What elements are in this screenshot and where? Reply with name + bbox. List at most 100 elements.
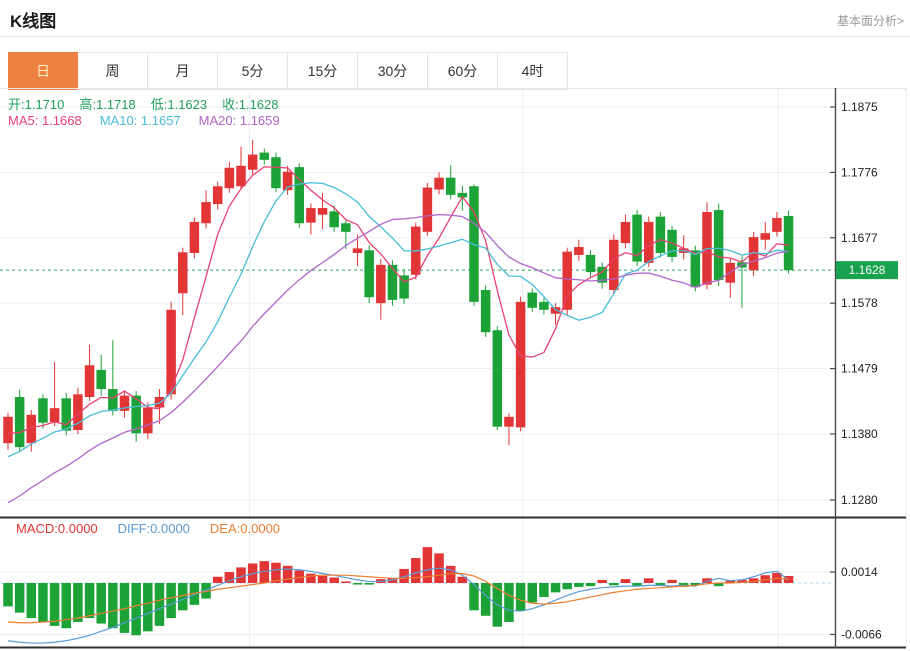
- macd-bar[interactable]: [574, 583, 584, 587]
- candle-body[interactable]: [585, 254, 596, 273]
- candle-body[interactable]: [224, 167, 235, 189]
- tab-15min[interactable]: 15分: [288, 52, 358, 90]
- candle-body[interactable]: [480, 289, 491, 333]
- candle-body[interactable]: [457, 192, 468, 198]
- macd-bar[interactable]: [504, 583, 514, 622]
- macd-bar[interactable]: [387, 578, 398, 583]
- macd-bar[interactable]: [49, 583, 60, 626]
- macd-bar[interactable]: [131, 583, 141, 636]
- macd-bar[interactable]: [737, 579, 747, 583]
- candle-body[interactable]: [201, 202, 211, 224]
- macd-bar[interactable]: [352, 583, 363, 585]
- macd-bar[interactable]: [154, 583, 165, 626]
- macd-bar[interactable]: [38, 583, 48, 622]
- candle-body[interactable]: [189, 221, 200, 253]
- candle-body[interactable]: [387, 264, 398, 300]
- macd-bar[interactable]: [224, 572, 235, 583]
- candle-body[interactable]: [783, 215, 794, 271]
- macd-bar[interactable]: [713, 583, 724, 587]
- candle-body[interactable]: [690, 250, 701, 288]
- macd-bar[interactable]: [445, 565, 456, 583]
- candle-body[interactable]: [108, 389, 118, 411]
- macd-bar[interactable]: [667, 579, 677, 583]
- candle-body[interactable]: [574, 247, 584, 255]
- candle-body[interactable]: [84, 365, 95, 397]
- macd-bar[interactable]: [201, 583, 211, 599]
- candle-body[interactable]: [131, 395, 141, 434]
- candle-body[interactable]: [306, 208, 316, 223]
- macd-bar[interactable]: [597, 579, 607, 583]
- macd-bar[interactable]: [411, 558, 421, 583]
- candle-body[interactable]: [26, 414, 37, 444]
- tab-week[interactable]: 周: [78, 52, 148, 90]
- fundamental-analysis-link[interactable]: 基本面分析>: [836, 14, 904, 28]
- macd-bar[interactable]: [760, 575, 771, 583]
- macd-bar[interactable]: [748, 578, 759, 583]
- candle-body[interactable]: [329, 211, 339, 228]
- candle-body[interactable]: [178, 252, 188, 294]
- tab-day[interactable]: 日: [8, 52, 78, 90]
- macd-bar[interactable]: [26, 583, 37, 619]
- macd-bar[interactable]: [725, 580, 736, 583]
- macd-bar[interactable]: [562, 583, 572, 590]
- macd-bar[interactable]: [143, 583, 153, 632]
- candle-body[interactable]: [445, 177, 456, 195]
- candle-body[interactable]: [376, 264, 386, 304]
- macd-bar[interactable]: [527, 583, 538, 603]
- candle-body[interactable]: [143, 407, 153, 434]
- candle-body[interactable]: [154, 396, 165, 408]
- candle-body[interactable]: [609, 239, 619, 290]
- macd-bar[interactable]: [84, 583, 95, 619]
- macd-bar[interactable]: [96, 583, 106, 624]
- candle-body[interactable]: [317, 208, 328, 215]
- candle-body[interactable]: [61, 398, 72, 431]
- tab-4hour[interactable]: 4时: [498, 52, 568, 90]
- macd-bar[interactable]: [73, 583, 83, 622]
- macd-bar[interactable]: [189, 583, 200, 605]
- candle-body[interactable]: [550, 307, 561, 314]
- macd-bar[interactable]: [259, 561, 270, 583]
- candle-body[interactable]: [515, 301, 526, 428]
- candle-body[interactable]: [282, 171, 293, 191]
- tab-60min[interactable]: 60分: [428, 52, 498, 90]
- macd-bar[interactable]: [539, 583, 549, 598]
- candle-body[interactable]: [96, 369, 106, 390]
- macd-bar[interactable]: [61, 583, 72, 629]
- macd-bar[interactable]: [480, 583, 491, 616]
- candle-body[interactable]: [294, 167, 305, 224]
- candle-body[interactable]: [713, 210, 724, 281]
- macd-bar[interactable]: [585, 583, 596, 587]
- macd-bar[interactable]: [422, 547, 433, 583]
- candle-body[interactable]: [539, 301, 549, 310]
- macd-bar[interactable]: [282, 565, 293, 583]
- tab-5min[interactable]: 5分: [218, 52, 288, 90]
- candle-body[interactable]: [644, 221, 654, 263]
- candle-body[interactable]: [247, 154, 258, 170]
- tab-month[interactable]: 月: [148, 52, 218, 90]
- macd-bar[interactable]: [166, 583, 176, 619]
- candle-body[interactable]: [772, 217, 782, 232]
- macd-bar[interactable]: [236, 567, 246, 583]
- candle-body[interactable]: [748, 237, 759, 271]
- candle-body[interactable]: [271, 157, 281, 189]
- macd-bar[interactable]: [341, 581, 351, 583]
- macd-bar[interactable]: [306, 573, 316, 583]
- candle-body[interactable]: [760, 233, 771, 240]
- candle-body[interactable]: [632, 214, 642, 262]
- macd-bar[interactable]: [515, 583, 526, 612]
- macd-bar[interactable]: [212, 576, 223, 583]
- candle-body[interactable]: [562, 251, 572, 310]
- candle-body[interactable]: [73, 394, 83, 430]
- candle-body[interactable]: [492, 330, 503, 427]
- candle-body[interactable]: [38, 398, 48, 423]
- candle-body[interactable]: [422, 187, 433, 232]
- candle-body[interactable]: [14, 396, 25, 448]
- macd-bar[interactable]: [620, 579, 631, 583]
- macd-bar[interactable]: [119, 583, 130, 633]
- candle-body[interactable]: [119, 395, 130, 411]
- macd-bar[interactable]: [364, 583, 374, 585]
- macd-bar[interactable]: [271, 562, 281, 583]
- macd-bar[interactable]: [702, 578, 712, 583]
- candle-body[interactable]: [399, 275, 409, 299]
- candle-body[interactable]: [259, 152, 270, 160]
